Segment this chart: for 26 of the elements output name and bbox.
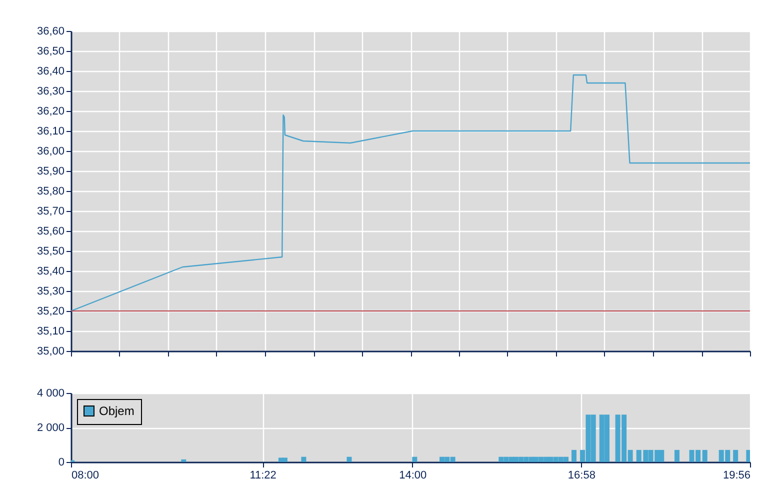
y-tick-label: 36,10: [36, 126, 64, 138]
y-tick-label: 35,50: [36, 246, 64, 258]
y-tick-label: 35,20: [36, 306, 64, 318]
legend-label: Objem: [99, 404, 134, 418]
y-tick-label: 2 000: [36, 422, 64, 434]
y-tick-label: 36,00: [36, 146, 64, 158]
y-tick-label: 36,30: [36, 86, 64, 98]
x-tick-label: 14:00: [399, 470, 427, 482]
x-tick-label: 16:58: [568, 470, 596, 482]
y-tick-label: 36,20: [36, 106, 64, 118]
y-tick-label: 35,70: [36, 206, 64, 218]
y-tick-label: 35,00: [36, 346, 64, 358]
x-tick-label: 19:56: [722, 470, 750, 482]
x-tick-label: 08:00: [72, 470, 100, 482]
y-tick-label: 4 000: [36, 388, 64, 400]
y-tick-label: 0: [58, 456, 64, 468]
y-tick-label: 35,90: [36, 166, 64, 178]
y-tick-label: 35,80: [36, 186, 64, 198]
y-tick-label: 35,10: [36, 326, 64, 338]
y-tick-label: 36,40: [36, 66, 64, 78]
y-tick-label: 35,30: [36, 286, 64, 298]
y-tick-label: 35,60: [36, 226, 64, 238]
x-tick-label: 11:22: [250, 470, 276, 482]
y-tick-label: 36,50: [36, 46, 64, 58]
y-tick-label: 35,40: [36, 266, 64, 278]
y-tick-label: 36,60: [36, 26, 64, 38]
